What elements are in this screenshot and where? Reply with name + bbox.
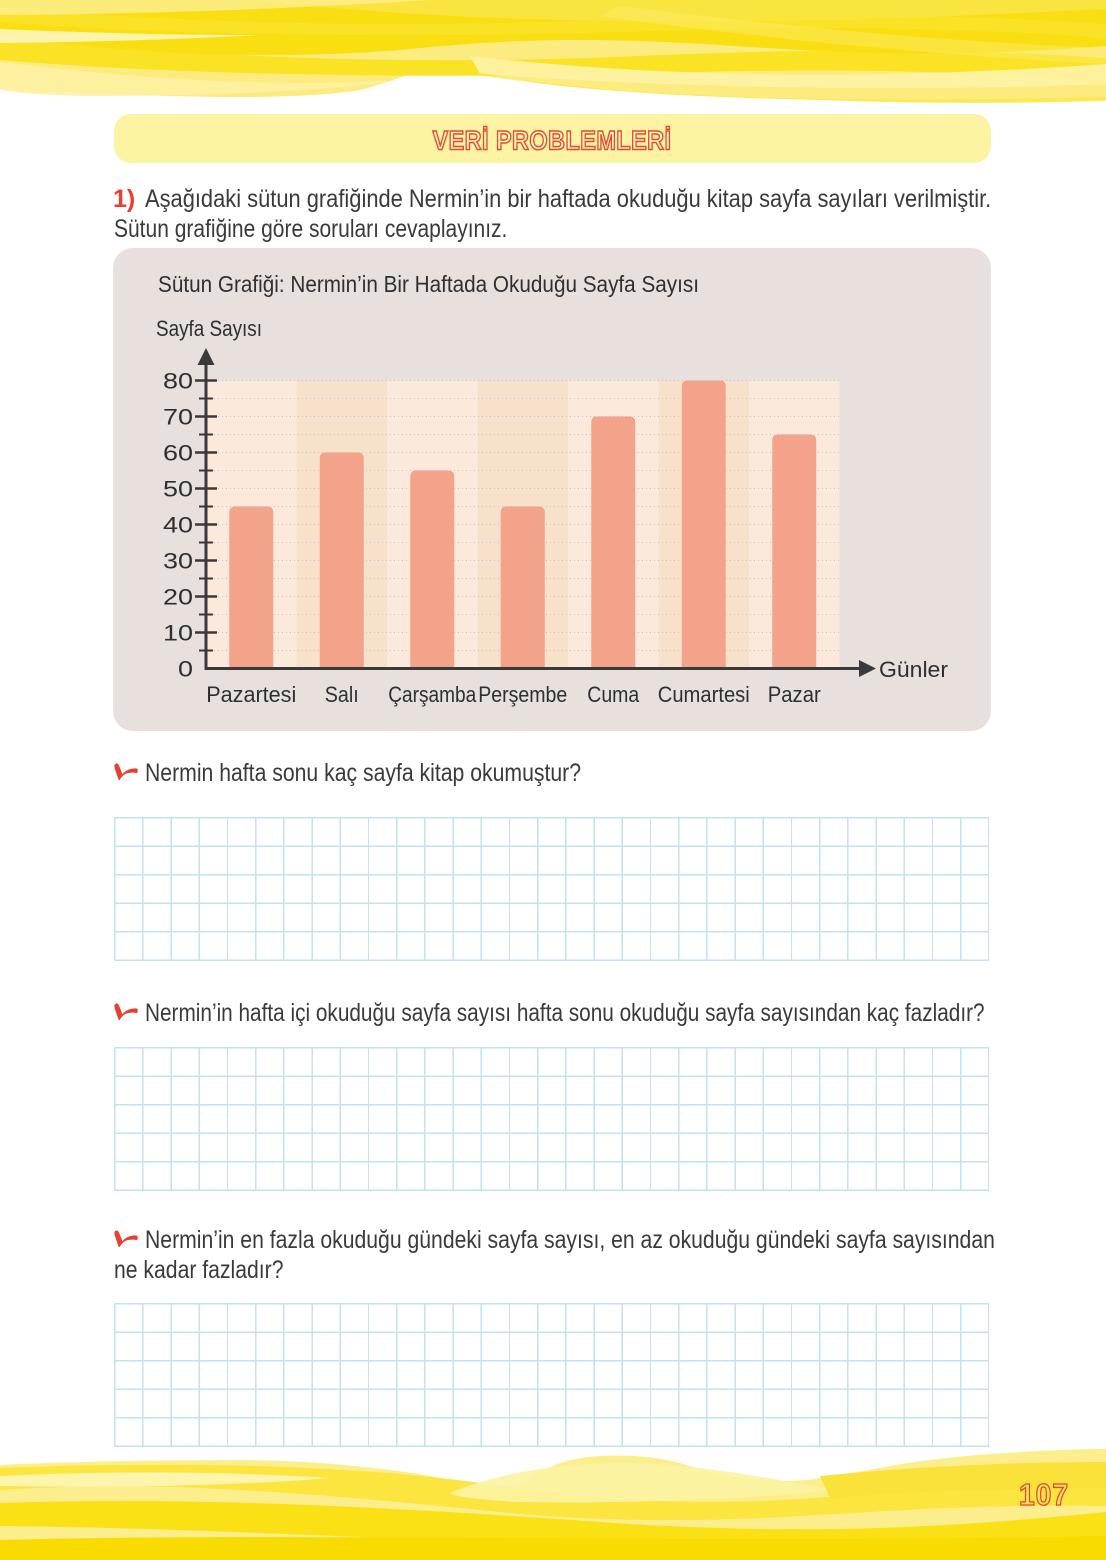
svg-text:Pazartesi: Pazartesi (206, 682, 296, 707)
svg-text:Sayfa Sayısı: Sayfa Sayısı (156, 316, 262, 341)
svg-text:70: 70 (163, 405, 193, 430)
svg-text:10: 10 (163, 621, 193, 646)
svg-text:50: 50 (163, 477, 193, 502)
svg-text:107: 107 (1019, 1477, 1069, 1512)
svg-text:Pazar: Pazar (768, 682, 821, 707)
svg-text:Günler: Günler (879, 657, 948, 682)
svg-text:Cuma: Cuma (587, 682, 640, 707)
svg-text:60: 60 (163, 441, 193, 466)
svg-text:Çarşamba: Çarşamba (388, 682, 477, 707)
svg-text:Salı: Salı (325, 682, 359, 707)
svg-text:40: 40 (163, 513, 193, 538)
svg-text:20: 20 (163, 585, 193, 610)
svg-text:VERİ PROBLEMLERİ: VERİ PROBLEMLERİ (433, 126, 672, 156)
svg-text:Cumartesi: Cumartesi (658, 682, 750, 707)
svg-text:Sütun Grafiği: Nermin’in Bir H: Sütun Grafiği: Nermin’in Bir Haftada Oku… (158, 271, 699, 297)
svg-text:80: 80 (163, 369, 193, 394)
svg-text:0: 0 (178, 657, 193, 682)
svg-text:Perşembe: Perşembe (478, 682, 567, 707)
svg-text:30: 30 (163, 549, 193, 574)
